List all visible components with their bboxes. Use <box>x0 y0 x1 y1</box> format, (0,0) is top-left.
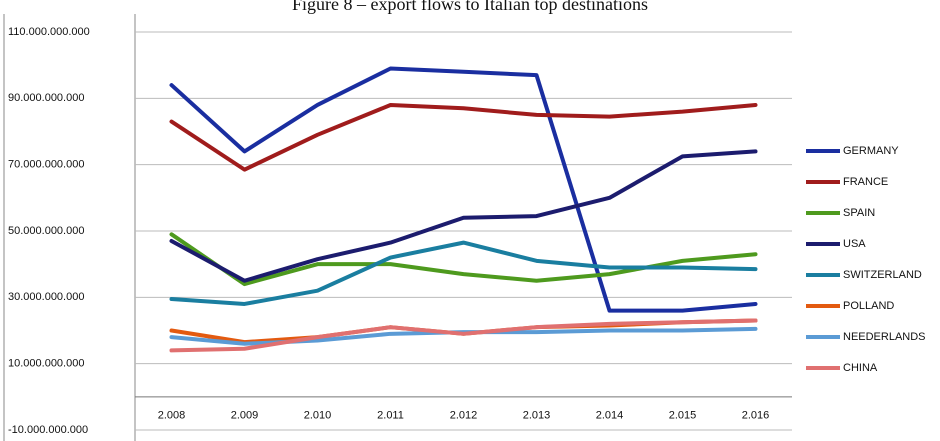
y-tick-label: 70.000.000.000 <box>8 159 84 171</box>
x-tick-label: 2.013 <box>523 409 551 421</box>
legend-label: GERMANY <box>843 145 899 157</box>
x-tick-label: 2.011 <box>377 409 404 421</box>
series-line <box>169 318 758 353</box>
legend-label: POLLAND <box>843 300 894 312</box>
legend-label: SWITZERLAND <box>843 269 922 281</box>
y-tick-label: 30.000.000.000 <box>8 291 84 303</box>
legend-label: NEEDERLANDS <box>843 331 926 343</box>
y-tick-label: -10.000.000.000 <box>8 424 88 436</box>
series-line <box>169 326 758 346</box>
x-tick-label: 2.012 <box>450 409 478 421</box>
y-tick-label: 50.000.000.000 <box>8 225 84 237</box>
y-tick-label: 110.000.000.000 <box>8 26 90 38</box>
legend-label: CHINA <box>843 362 878 374</box>
x-tick-label: 2.010 <box>304 409 332 421</box>
y-tick-label: 90.000.000.000 <box>8 92 84 104</box>
x-tick-label: 2.009 <box>231 409 259 421</box>
series-line <box>169 232 758 287</box>
series-line <box>169 149 758 283</box>
x-tick-label: 2.008 <box>158 409 186 421</box>
y-tick-label: 10.000.000.000 <box>8 358 84 370</box>
chart-title: Figure 8 – export flows to Italian top d… <box>292 0 648 14</box>
x-tick-label: 2.016 <box>742 409 770 421</box>
legend-label: SPAIN <box>843 207 875 219</box>
x-tick-label: 2.015 <box>669 409 697 421</box>
series-line <box>169 240 758 306</box>
legend-label: FRANCE <box>843 176 888 188</box>
series-line <box>169 102 758 172</box>
legend-label: USA <box>843 238 866 250</box>
x-tick-label: 2.014 <box>596 409 624 421</box>
series-line <box>169 66 758 313</box>
